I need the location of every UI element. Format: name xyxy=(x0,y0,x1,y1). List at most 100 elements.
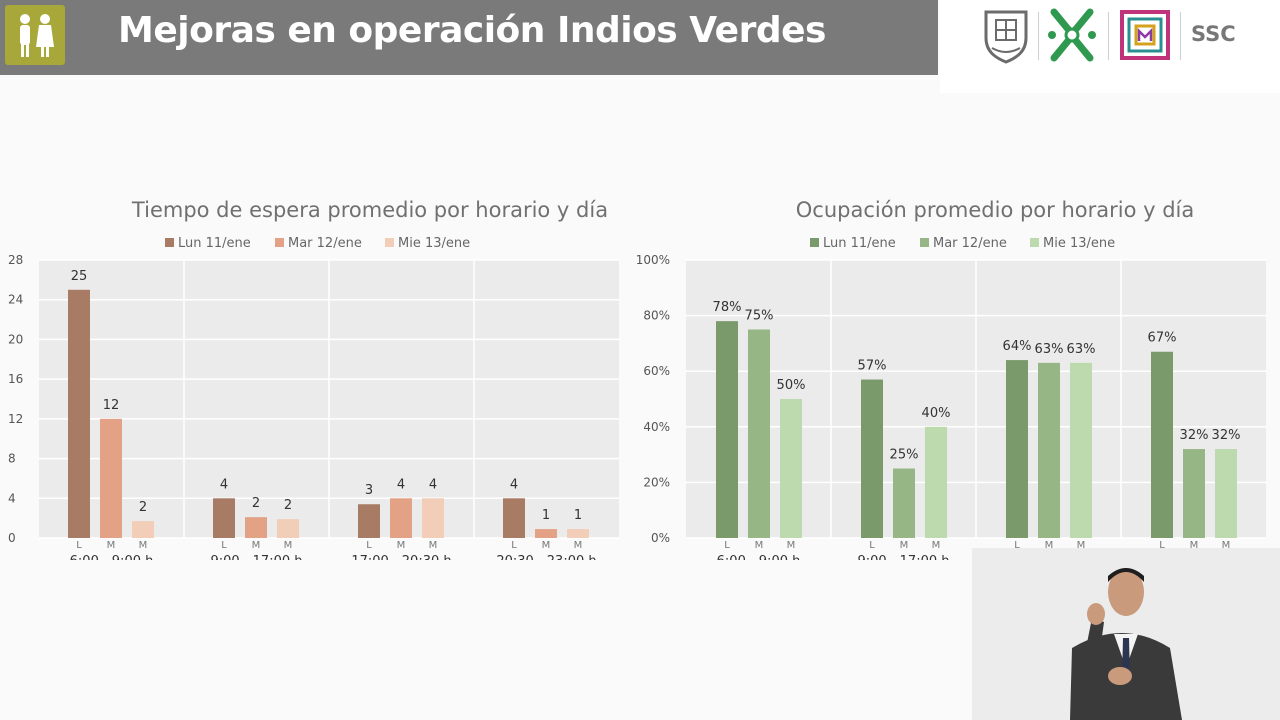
bar xyxy=(1038,362,1060,538)
data-label: 2 xyxy=(284,498,292,513)
legend-swatch xyxy=(165,238,174,247)
bar-sub-label: L xyxy=(366,540,372,551)
x-category-label: 6:00 - 9:00 h xyxy=(717,554,801,560)
bar xyxy=(1006,360,1028,538)
bar-sub-label: M xyxy=(139,540,148,551)
bar xyxy=(861,379,883,538)
bar-sub-label: M xyxy=(397,540,406,551)
bar-sub-label: L xyxy=(511,540,517,551)
bar-sub-label: M xyxy=(1190,540,1199,551)
y-tick-label: 16 xyxy=(8,372,23,386)
legend-label: Mar 12/ene xyxy=(288,236,362,251)
logos-panel: SSC xyxy=(940,0,1280,93)
bar xyxy=(925,426,947,538)
data-label: 50% xyxy=(777,378,806,393)
data-label: 32% xyxy=(1212,428,1241,443)
bar-sub-label: M xyxy=(284,540,293,551)
bar xyxy=(893,468,915,538)
data-label: 1 xyxy=(542,508,550,523)
x-category-label: 6:00 - 9:00 h xyxy=(70,554,154,560)
bar xyxy=(68,289,90,538)
people-icon xyxy=(5,5,65,65)
data-label: 1 xyxy=(574,508,582,523)
bar-sub-label: L xyxy=(869,540,875,551)
bar-sub-label: M xyxy=(755,540,764,551)
data-label: 4 xyxy=(220,477,228,492)
ssc-logo-text: SSC xyxy=(1191,22,1236,46)
bar-sub-label: M xyxy=(1045,540,1054,551)
data-label: 25 xyxy=(71,269,88,284)
interpreter-video xyxy=(972,548,1280,720)
bar xyxy=(1151,351,1173,538)
bar-sub-label: M xyxy=(787,540,796,551)
bar xyxy=(1183,449,1205,538)
chart-1-title: Tiempo de espera promedio por horario y … xyxy=(131,198,609,222)
y-tick-label: 40% xyxy=(643,420,670,434)
bar-sub-label: M xyxy=(252,540,261,551)
bar xyxy=(277,519,299,538)
y-tick-label: 0% xyxy=(651,531,670,545)
header-bar: Mejoras en operación Indios Verdes xyxy=(0,0,938,75)
y-tick-label: 8 xyxy=(8,452,16,466)
bar xyxy=(422,498,444,538)
x-category-label: 9:00 - 17:00 h xyxy=(211,554,303,560)
legend-label: Mar 12/ene xyxy=(933,236,1007,251)
bar xyxy=(100,418,122,538)
bar-sub-label: L xyxy=(221,540,227,551)
page-title: Mejoras en operación Indios Verdes xyxy=(118,10,826,51)
bar xyxy=(716,321,738,538)
chart-2: 0% 20% 40% 60% 80% 100% 78% L 75% M 50% M 6:00 - 9:0… xyxy=(636,236,1266,560)
data-label: 32% xyxy=(1180,428,1209,443)
legend-swatch xyxy=(1030,238,1039,247)
data-label: 67% xyxy=(1148,331,1177,346)
bar xyxy=(390,498,412,538)
data-label: 78% xyxy=(713,300,742,315)
data-label: 4 xyxy=(429,477,437,492)
bar xyxy=(780,399,802,538)
x-category-label: 20:30 - 23:00 h xyxy=(496,554,596,560)
bar xyxy=(132,521,154,538)
chart-1: 0 4 8 12 16 20 24 28 25 L 12 M 2 M 6:00 - 9:00 h 4 L 2 M 2 M… xyxy=(8,236,619,560)
data-label: 63% xyxy=(1035,342,1064,357)
y-tick-label: 0 xyxy=(8,531,16,545)
data-label: 63% xyxy=(1067,342,1096,357)
bar-sub-label: M xyxy=(429,540,438,551)
data-label: 4 xyxy=(397,477,405,492)
bar xyxy=(567,529,589,538)
chart-2-title: Ocupación promedio por horario y día xyxy=(795,198,1195,222)
bar-sub-label: M xyxy=(900,540,909,551)
bar-sub-label: L xyxy=(724,540,730,551)
cdmx-logo-icon xyxy=(1044,4,1100,66)
bar-sub-label: M xyxy=(107,540,116,551)
y-tick-label: 20 xyxy=(8,332,23,346)
legend-swatch xyxy=(385,238,394,247)
data-label: 2 xyxy=(252,496,260,511)
bar-sub-label: M xyxy=(574,540,583,551)
legend-swatch xyxy=(920,238,929,247)
legend-swatch xyxy=(275,238,284,247)
data-label: 40% xyxy=(922,406,951,421)
data-label: 3 xyxy=(365,483,373,498)
y-tick-label: 4 xyxy=(8,491,16,505)
y-tick-label: 28 xyxy=(8,253,23,267)
data-label: 57% xyxy=(858,359,887,374)
bar-sub-label: M xyxy=(542,540,551,551)
bar xyxy=(358,504,380,538)
bar xyxy=(535,529,557,538)
legend-label: Lun 11/ene xyxy=(178,236,251,251)
y-tick-label: 60% xyxy=(643,364,670,378)
y-tick-label: 24 xyxy=(8,293,23,307)
bar-sub-label: M xyxy=(1222,540,1231,551)
x-category-label: 17:00 - 20:30 h xyxy=(351,554,451,560)
legend-label: Mie 13/ene xyxy=(1043,236,1115,251)
data-label: 2 xyxy=(139,500,147,515)
bar xyxy=(245,517,267,538)
data-label: 12 xyxy=(103,398,120,413)
data-label: 25% xyxy=(890,448,919,463)
bar-sub-label: L xyxy=(1014,540,1020,551)
legend-label: Lun 11/ene xyxy=(823,236,896,251)
metro-logo-icon xyxy=(1120,10,1170,60)
y-tick-label: 80% xyxy=(643,309,670,323)
legend-swatch xyxy=(810,238,819,247)
data-label: 64% xyxy=(1003,339,1032,354)
